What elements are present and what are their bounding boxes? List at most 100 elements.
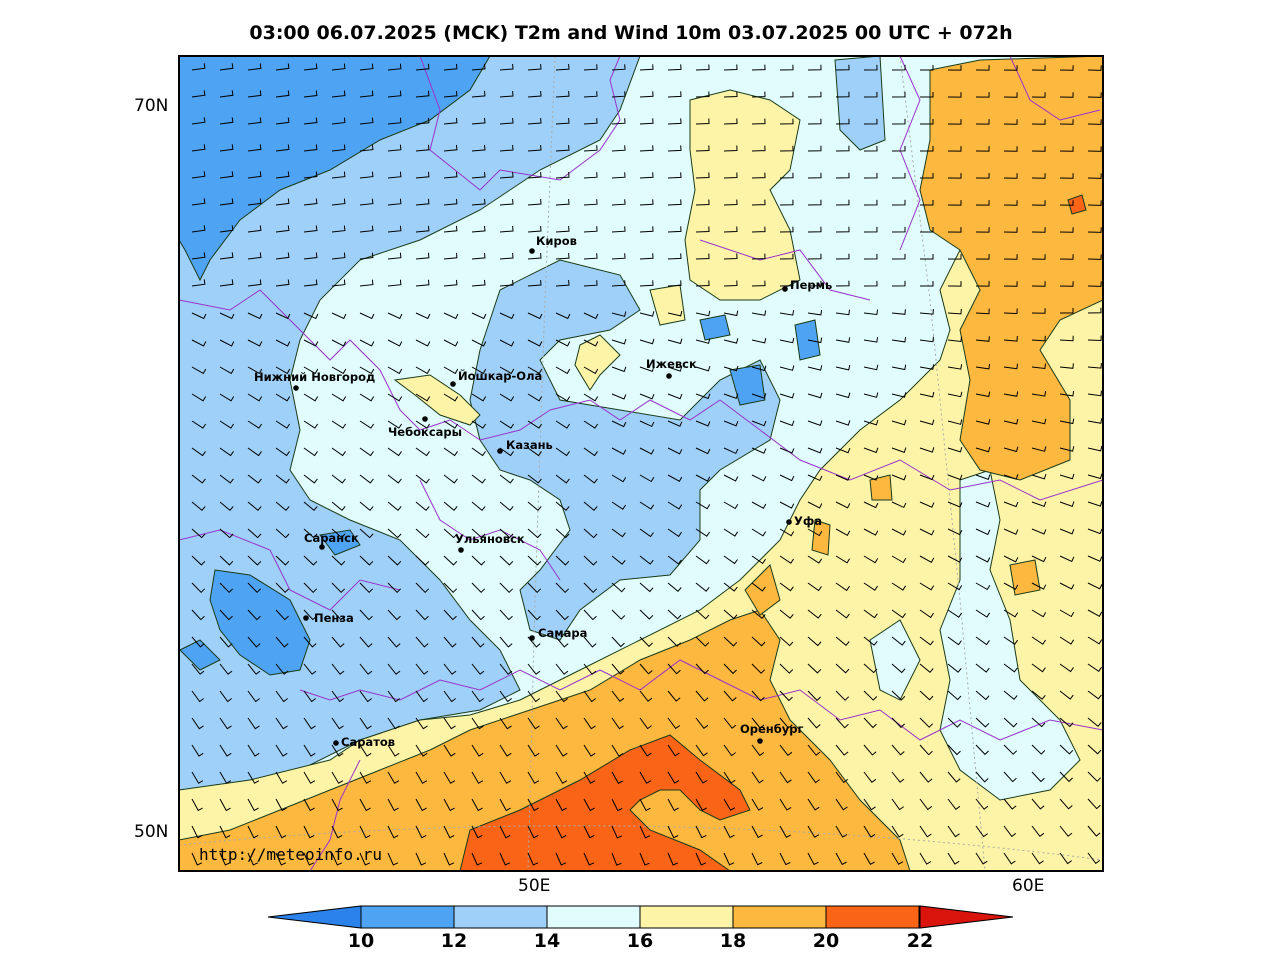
wind-barb <box>555 609 569 621</box>
wind-barb <box>919 447 935 453</box>
city-dot <box>422 416 428 422</box>
wind-barb <box>751 582 766 592</box>
wind-barb <box>751 852 763 866</box>
wind-barb <box>751 280 766 287</box>
wind-barb <box>471 582 486 594</box>
wind-barb <box>723 744 736 757</box>
wind-barb <box>1059 663 1074 673</box>
wind-barb <box>611 199 626 206</box>
wind-barb <box>359 852 371 866</box>
wind-barb <box>219 582 234 594</box>
wind-barb <box>751 393 767 399</box>
wind-barb <box>303 717 316 730</box>
colorbar-segment <box>639 905 734 929</box>
wind-barb <box>331 474 346 484</box>
colorbar-tick-22: 22 <box>906 930 934 952</box>
wind-barb <box>779 528 795 537</box>
wind-barb <box>863 717 877 729</box>
wind-barb <box>275 717 288 730</box>
wind-barb <box>947 200 962 206</box>
wind-barb <box>807 501 823 509</box>
wind-barb <box>920 281 934 287</box>
wind-barb <box>387 582 402 594</box>
wind-barb <box>443 252 458 260</box>
wind-barb <box>499 144 514 152</box>
wind-barb <box>471 447 486 457</box>
wind-barb <box>555 663 569 675</box>
wind-barb <box>891 336 907 343</box>
wind-barb <box>303 825 315 839</box>
wind-barb <box>219 312 235 320</box>
wind-barb <box>695 528 711 537</box>
wind-barb <box>807 690 821 702</box>
wind-barb <box>583 690 596 703</box>
wind-barb <box>751 365 767 372</box>
wind-barb <box>975 528 991 536</box>
wind-barb <box>219 555 234 566</box>
wind-barb <box>471 474 486 484</box>
wind-barb <box>527 420 543 429</box>
wind-barb <box>555 582 570 594</box>
wind-barb <box>219 420 235 429</box>
wind-barb <box>919 582 935 591</box>
wind-barb <box>920 146 934 152</box>
wind-barb <box>443 366 459 375</box>
wind-barb <box>723 145 738 152</box>
wind-barb <box>947 852 960 865</box>
wind-barb <box>527 312 543 320</box>
wind-barb <box>891 717 905 729</box>
wind-barb <box>219 501 234 512</box>
wind-barb <box>555 253 570 260</box>
wind-barb <box>639 798 651 812</box>
wind-barb <box>303 252 318 260</box>
wind-barb <box>499 852 511 866</box>
wind-barb <box>723 253 738 260</box>
wind-barb <box>835 226 850 233</box>
wind-barb <box>499 636 513 648</box>
wind-barb <box>723 771 736 784</box>
wind-barb <box>611 280 626 287</box>
wind-barb <box>723 280 738 287</box>
city-label: Саранск <box>304 531 359 545</box>
wind-barb <box>835 528 851 536</box>
wind-barb <box>471 555 486 566</box>
wind-barb <box>247 582 262 594</box>
wind-barb <box>1059 636 1075 645</box>
wind-barb <box>863 690 878 701</box>
wind-barb <box>807 118 822 125</box>
wind-barb <box>835 852 847 866</box>
wind-barb <box>583 280 598 287</box>
wind-barb <box>555 280 570 287</box>
wind-barb <box>639 64 654 71</box>
wind-barb <box>807 392 823 399</box>
wind-barb <box>1003 555 1019 563</box>
wind-barb <box>555 172 570 179</box>
wind-barb <box>499 798 511 812</box>
wind-barb <box>415 582 430 594</box>
wind-barb <box>415 393 431 402</box>
wind-barb <box>499 63 514 71</box>
wind-barb <box>1087 771 1102 782</box>
wind-barb <box>1087 281 1102 287</box>
wind-barb <box>835 280 850 287</box>
wind-barb <box>863 199 878 206</box>
wind-barb <box>275 144 290 152</box>
wind-barb <box>695 420 711 427</box>
wind-barb <box>499 555 514 566</box>
city-label: Нижний Новгород <box>254 370 375 384</box>
wind-barb <box>387 225 402 233</box>
wind-barb <box>1059 363 1074 369</box>
city-label: Чебоксары <box>388 425 462 439</box>
wind-barb <box>331 798 343 812</box>
wind-barb <box>1003 391 1019 397</box>
wind-barb <box>219 474 234 484</box>
wind-barb <box>807 309 823 316</box>
wind-barb <box>191 528 206 539</box>
wind-barb <box>1003 418 1019 425</box>
wind-barb <box>275 609 289 621</box>
wind-barb <box>835 364 851 371</box>
wind-barb <box>415 90 430 98</box>
wind-barb <box>359 555 374 566</box>
wind-barb <box>639 690 653 702</box>
wind-barb <box>1087 582 1103 590</box>
